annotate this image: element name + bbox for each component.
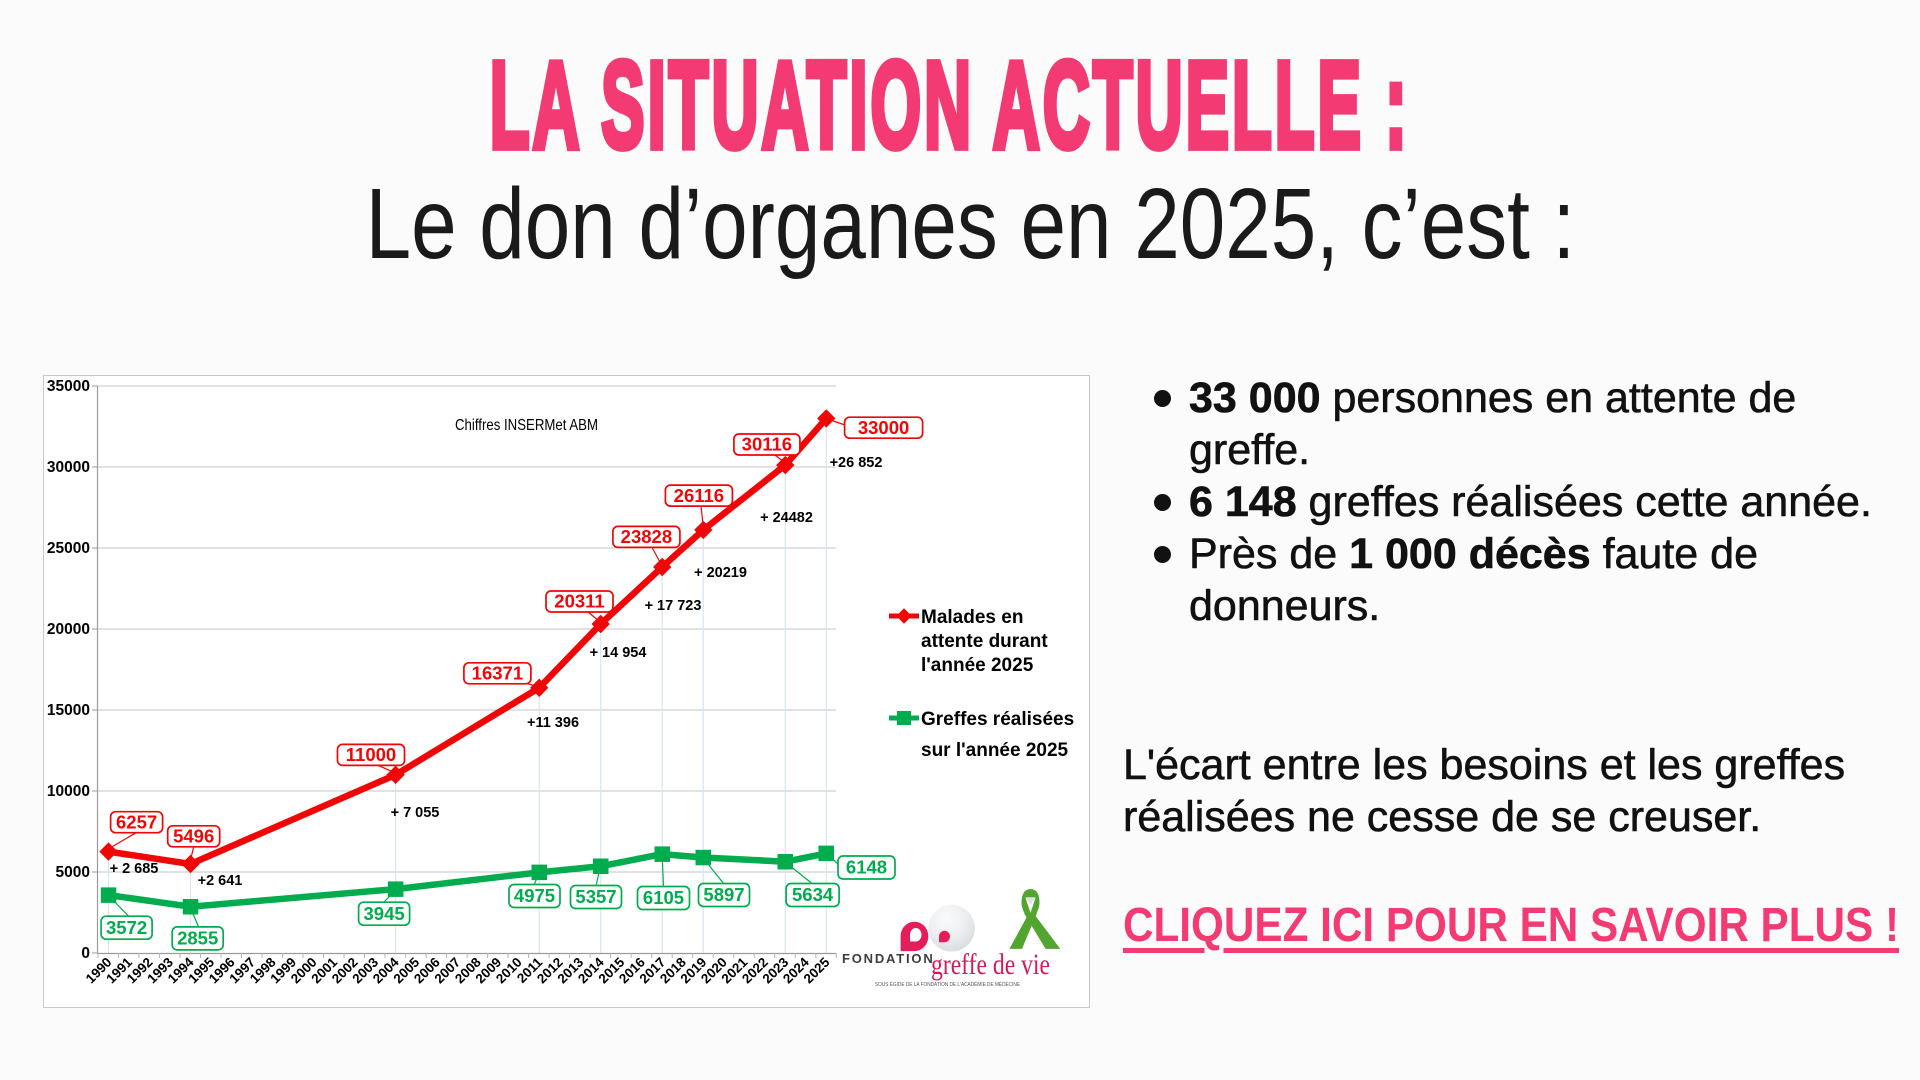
svg-text:30116: 30116 <box>742 434 792 455</box>
svg-text:0: 0 <box>81 945 90 962</box>
svg-text:sur l'année 2025: sur l'année 2025 <box>921 740 1069 761</box>
svg-text:+ 2 685: + 2 685 <box>110 861 159 877</box>
svg-text:+2 641: +2 641 <box>198 873 243 889</box>
svg-text:5357: 5357 <box>575 886 616 907</box>
svg-text:11000: 11000 <box>346 744 396 765</box>
svg-text:4975: 4975 <box>514 885 555 906</box>
svg-text:+26 852: +26 852 <box>830 455 883 471</box>
svg-text:+ 14 954: + 14 954 <box>590 645 647 661</box>
svg-text:6148: 6148 <box>846 857 887 878</box>
svg-text:20000: 20000 <box>47 621 90 638</box>
svg-text:15000: 15000 <box>47 702 90 719</box>
svg-text:10000: 10000 <box>47 783 90 800</box>
svg-text:l'année 2025: l'année 2025 <box>921 655 1034 676</box>
svg-text:+ 17 723: + 17 723 <box>645 598 702 614</box>
svg-text:FONDATION: FONDATION <box>842 951 935 966</box>
svg-text:2855: 2855 <box>177 928 218 949</box>
svg-text:+ 20219: + 20219 <box>694 565 747 581</box>
svg-text:attente durant: attente durant <box>921 631 1048 652</box>
svg-text:35000: 35000 <box>47 378 90 395</box>
svg-text:+11 396: +11 396 <box>527 715 579 731</box>
svg-text:5634: 5634 <box>792 884 834 905</box>
svg-text:Greffes réalisées: Greffes réalisées <box>921 709 1074 730</box>
svg-text:30000: 30000 <box>47 459 90 476</box>
svg-text:Malades en: Malades en <box>921 607 1023 628</box>
svg-text:5496: 5496 <box>173 826 214 847</box>
svg-text:5000: 5000 <box>56 864 90 881</box>
svg-text:6257: 6257 <box>116 811 157 832</box>
svg-text:greffe de vie: greffe de vie <box>931 948 1050 981</box>
svg-text:6105: 6105 <box>643 887 684 908</box>
svg-text:33000: 33000 <box>858 417 909 438</box>
svg-text:Chiffres INSERMet ABM: Chiffres INSERMet ABM <box>455 417 598 434</box>
svg-text:26116: 26116 <box>674 485 724 506</box>
svg-text:3572: 3572 <box>106 917 147 938</box>
svg-text:SOUS ÉGIDE DE LA FONDATION DE: SOUS ÉGIDE DE LA FONDATION DE L'ACADÉMIE… <box>875 981 1020 988</box>
svg-text:16371: 16371 <box>472 663 523 684</box>
svg-text:20311: 20311 <box>554 591 604 612</box>
svg-text:+ 7 055: + 7 055 <box>391 805 440 821</box>
svg-text:5897: 5897 <box>703 884 744 905</box>
svg-text:3945: 3945 <box>364 903 405 924</box>
svg-text:25000: 25000 <box>47 540 90 557</box>
svg-text:+ 24482: + 24482 <box>760 510 813 526</box>
svg-text:23828: 23828 <box>621 526 672 547</box>
